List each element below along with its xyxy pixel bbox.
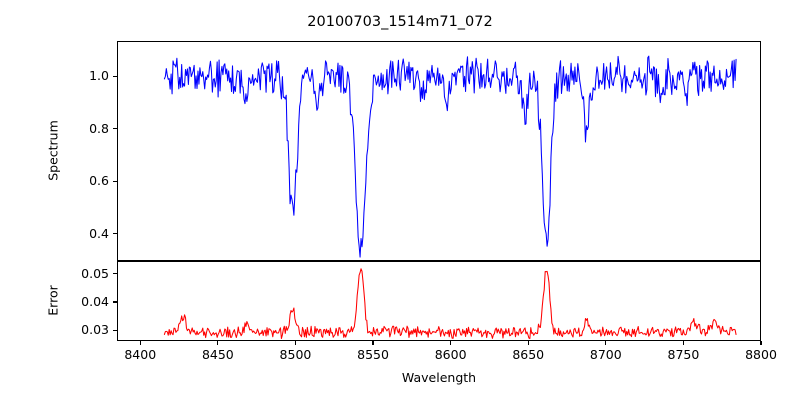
wavelength-xtick-mark (760, 341, 762, 345)
spectrum-ytick-mark (113, 180, 117, 182)
error-ytick-label: 0.05 (81, 265, 109, 281)
wavelength-xtick-mark (139, 341, 141, 345)
spectrum-ytick-mark (113, 232, 117, 235)
wavelength-xtick-label: 8500 (279, 347, 312, 362)
wavelength-xtick-mark (527, 341, 529, 345)
wavelength-xtick-mark (605, 341, 607, 345)
error-ytick-label: 0.04 (81, 293, 109, 309)
error-ytick-mark (113, 273, 117, 275)
page-title: 20100703_1514m71_072 (307, 14, 493, 30)
error-ytick-label: 0.03 (81, 322, 109, 338)
spectrum-ytick-mark (113, 75, 117, 77)
error-line-series (163, 268, 737, 340)
spectrum-ytick-label: 0.4 (89, 225, 109, 241)
spectrum-ytick-label: 0.6 (89, 173, 109, 189)
spectrum-axis-title: Spectrum (45, 120, 61, 181)
wavelength-xtick-label: 8650 (512, 347, 545, 362)
error-ytick-mark (113, 301, 117, 303)
wavelength-xtick-mark (294, 341, 296, 345)
wavelength-xtick-label: 8800 (745, 347, 777, 362)
spectrum-ytick-label: 1.0 (89, 68, 109, 84)
spectrum-plot-panel (117, 41, 761, 261)
spectrum-ytick-label: 0.8 (89, 120, 109, 136)
spectrum-ytick-mark (113, 128, 117, 130)
wavelength-xtick-mark (217, 341, 219, 345)
wavelength-xtick-mark (682, 341, 684, 345)
wavelength-xtick-mark (450, 341, 452, 345)
wavelength-xtick-mark (372, 341, 374, 345)
wavelength-xtick-label: 8400 (124, 347, 157, 362)
wavelength-xtick-label: 8700 (589, 347, 622, 362)
wavelength-xtick-label: 8750 (667, 347, 700, 362)
error-plot-panel (117, 261, 761, 341)
wavelength-xtick-label: 8550 (357, 347, 389, 362)
spectrum-line-series (163, 55, 737, 258)
error-axis-title: Error (45, 285, 61, 316)
wavelength-xtick-label: 8450 (201, 347, 234, 362)
wavelength-axis-title: Wavelength (401, 370, 477, 385)
wavelength-xtick-label: 8600 (434, 347, 467, 362)
error-ytick-mark (113, 329, 117, 331)
